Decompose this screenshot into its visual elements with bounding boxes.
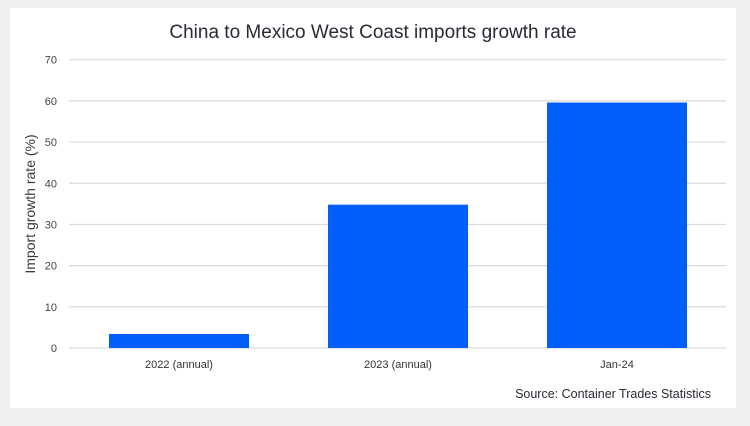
y-tick-label: 20 <box>45 261 57 273</box>
bar <box>547 102 687 348</box>
y-tick-label: 30 <box>45 219 57 231</box>
x-tick-label: Jan-24 <box>600 359 634 371</box>
y-tick-label: 60 <box>45 96 57 108</box>
chart-title: China to Mexico West Coast imports growt… <box>169 22 576 43</box>
bar <box>328 204 468 348</box>
y-tick-label: 50 <box>45 137 57 149</box>
y-tick-label: 40 <box>45 178 57 190</box>
y-axis-label: Import growth rate (%) <box>22 134 38 273</box>
y-tick-label: 0 <box>51 343 57 355</box>
x-tick-label: 2023 (annual) <box>364 359 432 371</box>
x-tick-label: 2022 (annual) <box>145 359 213 371</box>
y-tick-label: 10 <box>45 302 57 314</box>
y-tick-label: 70 <box>45 55 57 67</box>
bar <box>109 333 249 348</box>
source-note: Source: Container Trades Statistics <box>515 387 711 401</box>
